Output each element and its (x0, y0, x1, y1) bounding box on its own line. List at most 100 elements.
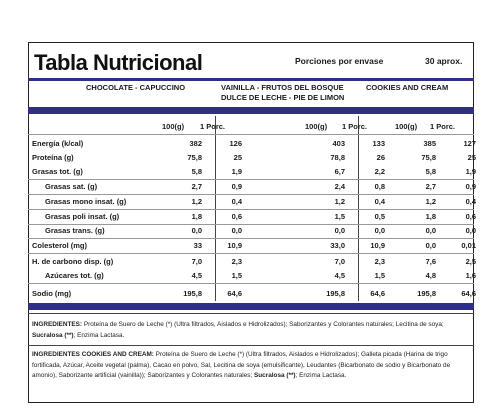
cell-c1: 75,8 (421, 153, 436, 162)
flavor-b-line1: VAINILLA - FRUTOS DEL BOSQUE (221, 83, 344, 92)
cell-b1: 1,2 (334, 197, 345, 206)
cell-c1: 7,6 (425, 257, 436, 266)
flavor-header-a: CHOCOLATE - CAPUCCINO (86, 83, 185, 93)
row-label: H. de carbono disp. (g) (32, 257, 114, 266)
ingredients-text: Proteína de Suero de Leche (*) (Ultra fi… (82, 321, 444, 328)
row-label: Grasas trans. (g) (45, 226, 105, 235)
cell-a1: 33 (193, 241, 202, 250)
row-label: Proteína (g) (32, 153, 74, 162)
cell-a2: 1,5 (231, 271, 242, 280)
cell-a1: 5,8 (191, 167, 202, 176)
row-separator (28, 238, 474, 239)
table-row: Proteína (g) 75,8 25 78,8 26 75,8 25 (28, 151, 476, 164)
row-label: Sodio (mg) (32, 289, 72, 298)
ingredients-tail: ; Enzima Lactasa. (73, 331, 125, 339)
cell-a1: 1,2 (191, 197, 202, 206)
cell-b1: 7,0 (334, 257, 345, 266)
cell-c1: 2,7 (425, 182, 436, 191)
column-divider-b (215, 116, 216, 301)
cell-a2: 1,9 (231, 167, 242, 176)
table-row: Colesterol (mg) 33 10,9 33,0 10,9 0,0 0,01 (28, 239, 476, 252)
cell-b1: 195,8 (326, 289, 345, 298)
cell-a1: 195,8 (183, 289, 202, 298)
cell-c2: 127 (463, 139, 476, 148)
col-c-portion: 1 Porc. (430, 122, 456, 131)
cell-c1: 385 (423, 139, 436, 148)
row-label: Grasas poli insat. (g) (45, 212, 120, 221)
cell-c2: 1,6 (465, 271, 476, 280)
cell-b1: 33,0 (330, 241, 345, 250)
row-separator (28, 194, 474, 195)
flavor-c-line1: COOKIES AND CREAM (366, 83, 449, 92)
cell-a1: 75,8 (187, 153, 202, 162)
cell-b1: 4,5 (334, 271, 345, 280)
row-label: Energía (k/cal) (32, 139, 84, 148)
cell-b1: 78,8 (330, 153, 345, 162)
cell-a1: 2,7 (191, 182, 202, 191)
cell-a1: 4,5 (191, 271, 202, 280)
cell-b1: 6,7 (334, 167, 345, 176)
cell-c2: 2,5 (465, 257, 476, 266)
flavor-a-line1: CHOCOLATE - CAPUCCINO (86, 83, 186, 92)
cell-b2: 1,5 (374, 271, 385, 280)
cell-a1: 382 (189, 139, 202, 148)
cell-b2: 64,6 (370, 289, 385, 298)
row-label: Grasas tot. (g) (32, 167, 83, 176)
cell-c1: 195,8 (417, 289, 436, 298)
ingredients-cookies-text: Proteína de Suero de Leche (*) (Ultra fi… (32, 351, 451, 379)
cell-c1: 1,8 (425, 212, 436, 221)
cell-a2: 2,3 (231, 257, 242, 266)
flavor-header-c: COOKIES AND CREAM (366, 83, 448, 93)
flavor-header-b: VAINILLA - FRUTOS DEL BOSQUE DULCE DE LE… (221, 83, 344, 103)
title-divider (28, 78, 474, 81)
cell-c1: 0,0 (425, 241, 436, 250)
table-row: Sodio (mg) 195,8 64,6 195,8 64,6 195,8 64,6 (28, 287, 476, 300)
row-separator (28, 253, 474, 254)
table-row: Energía (k/cal) 382 126 403 133 385 127 (28, 137, 476, 150)
footer-band (28, 303, 474, 310)
cell-c2: 25 (467, 153, 476, 162)
cell-b2: 133 (372, 139, 385, 148)
row-label: Colesterol (mg) (32, 241, 88, 250)
ingredients-cookies-tail: ; Enzima Lactasa. (295, 372, 347, 379)
ingredients-title: INGREDIENTES: (32, 321, 83, 328)
table-row: Azúcares tot. (g) 4,5 1,5 4,5 1,5 4,8 1,6 (28, 269, 476, 282)
cell-a2: 10,9 (227, 241, 242, 250)
cell-b2: 2,3 (374, 257, 385, 266)
cell-b2: 0,8 (374, 182, 385, 191)
cell-b2: 2,2 (374, 167, 385, 176)
cell-b1: 0,0 (334, 226, 345, 235)
row-label: Grasas mono insat. (g) (45, 197, 127, 206)
ingredients-main: INGREDIENTES: Proteína de Suero de Leche… (32, 320, 470, 341)
column-divider-c (358, 116, 359, 301)
cell-c2: 0,0 (465, 226, 476, 235)
cell-c1: 1,2 (425, 197, 436, 206)
flavor-b-line2: DULCE DE LECHE - PIE DE LIMON (221, 93, 345, 102)
col-a-portion: 1 Porc. (200, 122, 226, 131)
portions-value: 30 aprox. (425, 56, 463, 66)
cell-a1: 7,0 (191, 257, 202, 266)
cell-b1: 1,5 (334, 212, 345, 221)
row-separator (28, 209, 474, 210)
ingredients-divider-2 (28, 345, 474, 346)
row-separator (28, 224, 474, 225)
ingredients-divider (28, 313, 474, 314)
cell-a2: 0,6 (231, 212, 242, 221)
cell-b2: 0,4 (374, 197, 385, 206)
nutrition-label-frame (28, 42, 474, 403)
row-separator (28, 179, 474, 180)
cell-b1: 2,4 (334, 182, 345, 191)
row-separator (28, 283, 474, 284)
cell-c1: 0,0 (425, 226, 436, 235)
cell-a2: 0,0 (231, 226, 242, 235)
cell-b2: 0,0 (374, 226, 385, 235)
col-b-portion: 1 Porc. (342, 122, 368, 131)
portions-label: Porciones por envase (295, 56, 384, 66)
cell-a2: 25 (233, 153, 242, 162)
cell-a1: 1,8 (191, 212, 202, 221)
row-label: Azúcares tot. (g) (45, 271, 104, 280)
cell-a1: 0,0 (191, 226, 202, 235)
cell-c2: 0,4 (465, 197, 476, 206)
cell-a2: 126 (229, 139, 242, 148)
table-row: Grasas mono insat. (g) 1,2 0,4 1,2 0,4 1,2 0,4 (28, 195, 476, 208)
